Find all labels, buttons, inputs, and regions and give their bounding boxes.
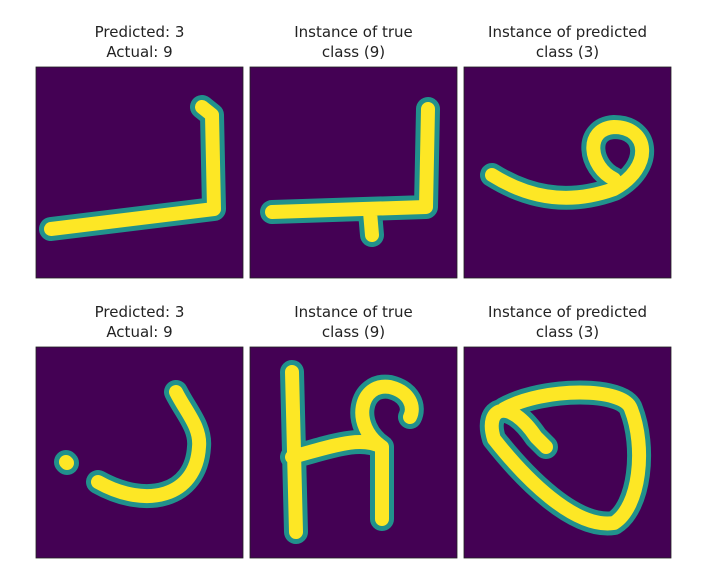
panel-title: Instance of true [294,303,413,321]
panel: Instance of true class (9) [249,303,458,559]
panel: Instance of true class (9) [249,23,458,279]
panel-title: class (3) [536,43,599,61]
panel-title: Actual: 9 [106,323,172,341]
panel-title: Predicted: 3 [95,23,185,41]
panel: Instance of predicted class (3) [463,23,672,279]
panel-title: Predicted: 3 [95,303,185,321]
panel-title: class (9) [322,43,385,61]
panel: Instance of predicted class (3) [463,303,672,559]
panel-title: Instance of predicted [488,23,647,41]
panel: Predicted: 3 Actual: 9 [35,23,244,279]
panel-title: Instance of predicted [488,303,647,321]
panel-title: class (3) [536,323,599,341]
panel-title: Instance of true [294,23,413,41]
panel-title: Actual: 9 [106,43,172,61]
panel-title: class (9) [322,323,385,341]
panel: Predicted: 3 Actual: 9 [35,303,244,559]
